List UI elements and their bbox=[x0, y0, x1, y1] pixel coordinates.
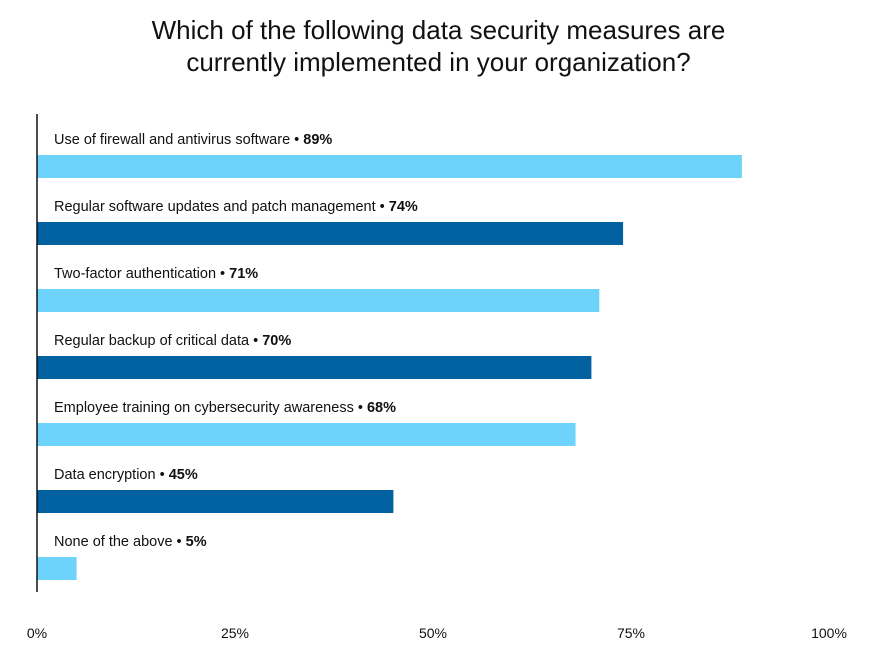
bar-label-6: Data encryption • 45% bbox=[54, 467, 198, 483]
category-label: Two-factor authentication • bbox=[54, 266, 229, 282]
x-tick-label-25: 25% bbox=[221, 625, 249, 641]
value-label: 71% bbox=[229, 266, 258, 282]
bar-6 bbox=[37, 490, 394, 513]
chart-title-line-1: Which of the following data security mea… bbox=[151, 15, 726, 45]
bar-label-3: Two-factor authentication • 71% bbox=[54, 266, 258, 282]
bar-label-7: None of the above • 5% bbox=[54, 534, 207, 550]
category-label: None of the above • bbox=[54, 534, 186, 550]
category-label: Use of firewall and antivirus software • bbox=[54, 132, 303, 148]
bar-label-2: Regular software updates and patch manag… bbox=[54, 199, 418, 215]
value-label: 70% bbox=[262, 333, 291, 349]
bar-5 bbox=[37, 423, 576, 446]
x-tick-label-0: 0% bbox=[27, 625, 47, 641]
chart-title: Which of the following data security mea… bbox=[0, 14, 877, 78]
bar-2 bbox=[37, 222, 624, 245]
category-label: Regular backup of critical data • bbox=[54, 333, 262, 349]
x-tick-label-75: 75% bbox=[617, 625, 645, 641]
x-axis-ticks: 0% 25% 50% 75% 100% bbox=[27, 625, 847, 641]
bar-4 bbox=[37, 356, 592, 379]
value-label: 74% bbox=[389, 199, 418, 215]
category-label: Employee training on cybersecurity aware… bbox=[54, 400, 367, 416]
bars-layer bbox=[37, 155, 742, 580]
bar-7 bbox=[37, 557, 77, 580]
bar-label-4: Regular backup of critical data • 70% bbox=[54, 333, 291, 349]
value-label: 68% bbox=[367, 400, 396, 416]
labels-layer: Use of firewall and antivirus software •… bbox=[54, 132, 418, 550]
bar-label-5: Employee training on cybersecurity aware… bbox=[54, 400, 396, 416]
category-label: Regular software updates and patch manag… bbox=[54, 199, 389, 215]
value-label: 45% bbox=[169, 467, 198, 483]
x-tick-label-100: 100% bbox=[811, 625, 847, 641]
bar-label-1: Use of firewall and antivirus software •… bbox=[54, 132, 332, 148]
chart-title-line-2: currently implemented in your organizati… bbox=[186, 47, 691, 77]
x-tick-label-50: 50% bbox=[419, 625, 447, 641]
category-label: Data encryption • bbox=[54, 467, 169, 483]
bar-1 bbox=[37, 155, 742, 178]
value-label: 5% bbox=[186, 534, 207, 550]
value-label: 89% bbox=[303, 132, 332, 148]
bar-3 bbox=[37, 289, 600, 312]
